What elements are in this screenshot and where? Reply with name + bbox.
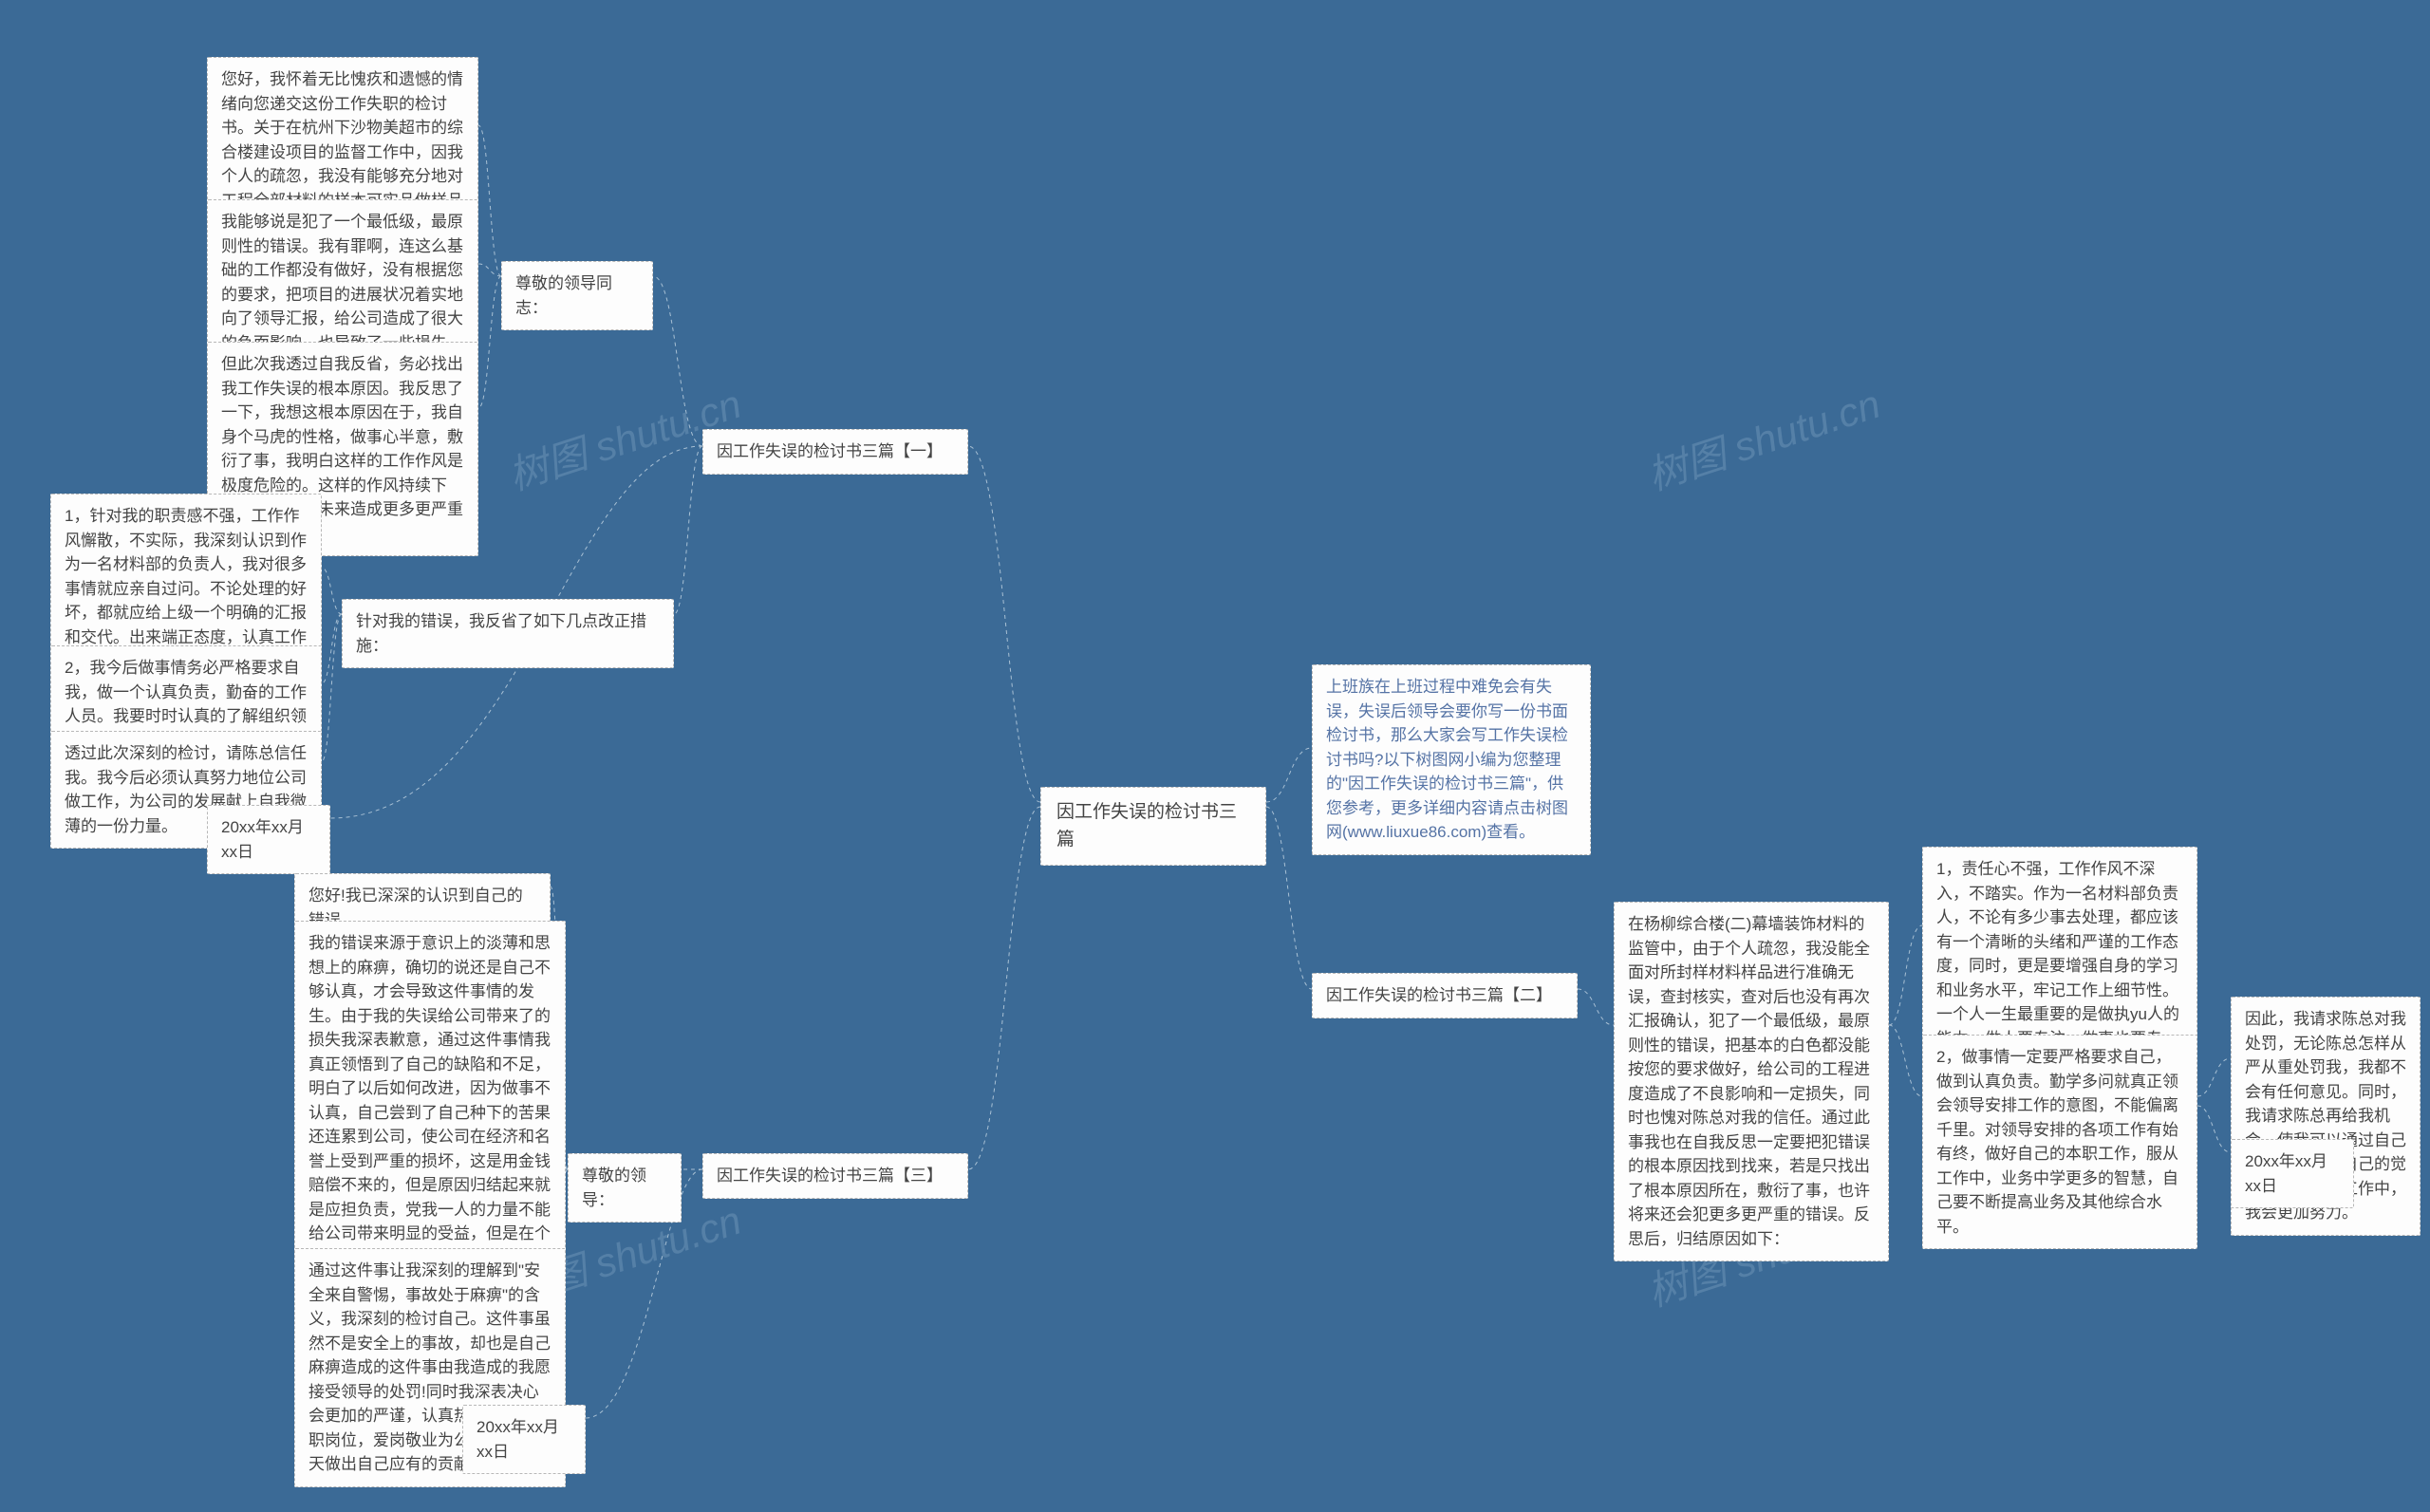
date-node: 20xx年xx月xx日 [207, 805, 330, 874]
branch3-node[interactable]: 因工作失误的检讨书三篇【三】 [702, 1153, 968, 1199]
date-node: 20xx年xx月xx日 [2231, 1139, 2354, 1208]
branch1-sub2-node[interactable]: 针对我的错误，我反省了如下几点改正措施： [342, 599, 674, 668]
center-node[interactable]: 因工作失误的检讨书三篇 [1040, 787, 1266, 866]
date-node: 20xx年xx月xx日 [462, 1405, 586, 1474]
branch2-sub1-node: 在杨柳综合楼(二)幕墙装饰材料的监管中，由于个人疏忽，我没能全面对所封样材料样品… [1614, 902, 1889, 1261]
branch2-node[interactable]: 因工作失误的检讨书三篇【二】 [1312, 973, 1578, 1018]
branch1-sub1-node[interactable]: 尊敬的领导同志： [501, 261, 653, 330]
watermark: 树图 shutu.cn [1639, 372, 1887, 502]
intro-node: 上班族在上班过程中难免会有失误，失误后领导会要你写一份书面检讨书，那么大家会写工… [1312, 664, 1591, 855]
branch1-node[interactable]: 因工作失误的检讨书三篇【一】 [702, 429, 968, 475]
branch3-sub1-node[interactable]: 尊敬的领导： [568, 1153, 682, 1223]
leaf-node: 2，做事情一定要严格要求自己，做到认真负责。勤学多问就真正领会领导安排工作的意图… [1922, 1035, 2197, 1249]
